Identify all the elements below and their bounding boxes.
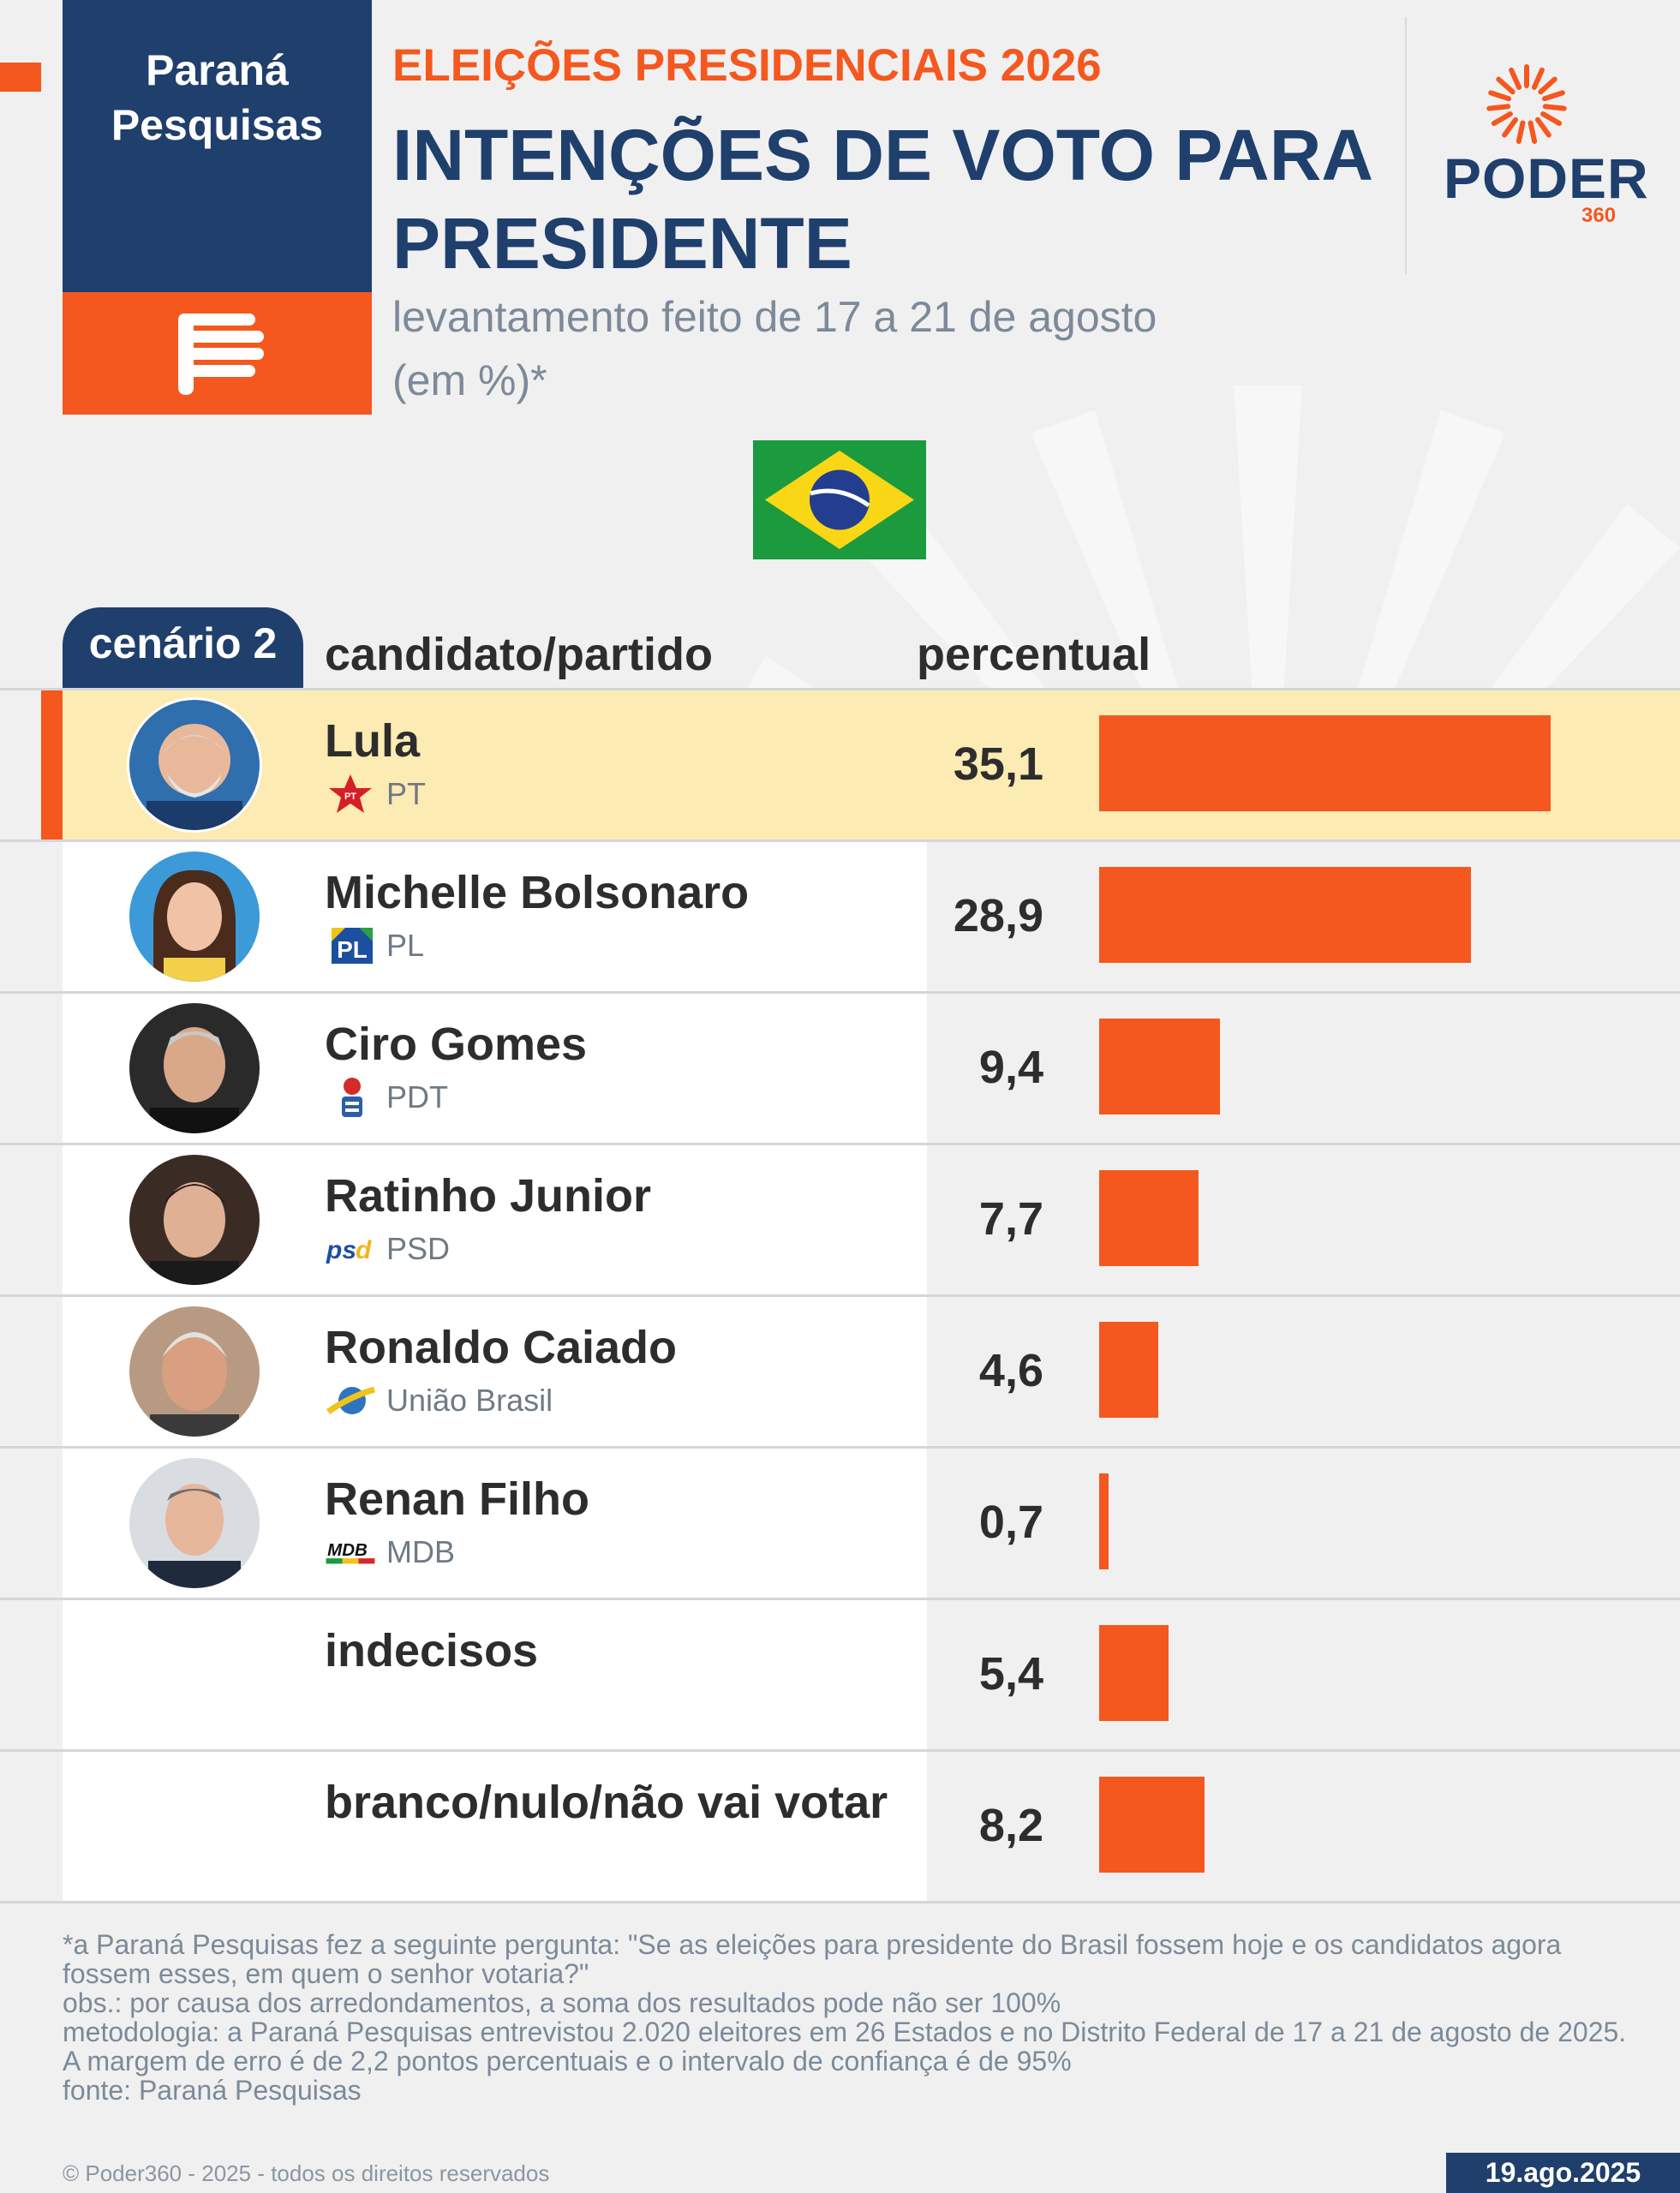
row-divider <box>0 840 1680 842</box>
value-zone <box>927 1752 1680 1901</box>
brand-block <box>63 0 372 292</box>
svg-text:d: d <box>356 1236 372 1264</box>
party-name: PL <box>386 928 425 963</box>
subtitle-line1: levantamento feito de 17 a 21 de agosto <box>392 293 1157 341</box>
party-line: PDT <box>325 1076 448 1119</box>
date-badge: 19.ago.2025 <box>1446 2153 1680 2193</box>
percent-label: 28,9 <box>953 890 1043 941</box>
candidate-name: branco/nulo/não vai votar <box>325 1777 888 1828</box>
bar <box>1099 1019 1220 1114</box>
pl-logo-icon: PL <box>325 924 376 967</box>
footnote-question: *a Paraná Pesquisas fez a seguinte pergu… <box>63 1929 1562 1989</box>
party-line: União Brasil <box>325 1379 553 1422</box>
row-divider <box>0 1294 1680 1297</box>
bar <box>1099 1170 1199 1266</box>
row-divider <box>0 1143 1680 1145</box>
percent-label: 8,2 <box>978 1800 1043 1851</box>
candidate-name: Ronaldo Caiado <box>325 1322 678 1373</box>
party-line: ps d PSD <box>325 1228 450 1270</box>
bar <box>1099 1473 1109 1569</box>
row-divider <box>0 1598 1680 1600</box>
percent-label: 0,7 <box>978 1497 1043 1548</box>
brand-name: Paraná Pesquisas <box>63 43 372 152</box>
percent-label: 7,7 <box>978 1193 1043 1245</box>
value-zone <box>927 1297 1680 1446</box>
value-zone <box>927 1600 1680 1749</box>
header-divider <box>1405 17 1407 274</box>
candidate-name: Renan Filho <box>325 1473 589 1525</box>
uniao-brasil-logo-icon <box>325 1379 376 1422</box>
value-zone <box>927 1449 1680 1598</box>
avatar-ciro-gomes <box>127 1001 262 1136</box>
bar <box>1099 1777 1205 1873</box>
avatar-ronaldo-caiado <box>127 1304 262 1439</box>
avatar-lula <box>127 697 262 833</box>
party-line: PT PT <box>325 773 426 816</box>
party-line: MDB MDB <box>325 1531 455 1574</box>
svg-text:MDB: MDB <box>327 1540 368 1560</box>
row-divider <box>0 1901 1680 1903</box>
avatar-michelle-bolsonaro <box>127 849 262 984</box>
footnote-rounding: obs.: por causa dos arredondamentos, a s… <box>63 1987 1061 2018</box>
column-header-percent: percentual <box>917 629 1151 680</box>
candidate-name: Lula <box>325 715 421 767</box>
orange-accent-tab <box>0 63 41 92</box>
poder360-sun-icon <box>1486 64 1567 145</box>
brazil-flag-icon <box>753 440 926 559</box>
avatar-ratinho-junior <box>127 1152 262 1288</box>
percent-label: 35,1 <box>953 738 1043 790</box>
column-header-candidate: candidato/partido <box>325 629 714 680</box>
bar <box>1099 715 1551 811</box>
party-name: PDT <box>386 1079 448 1114</box>
party-line: PL PL <box>325 924 424 967</box>
footnote-methodology: metodologia: a Paraná Pesquisas entrevis… <box>63 2017 1627 2076</box>
brand-name-line1: Paraná <box>146 46 289 94</box>
percent-label: 4,6 <box>978 1345 1043 1396</box>
party-name: PSD <box>386 1231 451 1266</box>
mdb-logo-icon: MDB <box>325 1531 376 1574</box>
pt-star-logo-icon: PT <box>325 773 376 816</box>
party-name: MDB <box>386 1534 455 1569</box>
footnote-source: fonte: Paraná Pesquisas <box>63 2075 362 2106</box>
footnotes: *a Paraná Pesquisas fez a seguinte pergu… <box>63 1930 1630 2105</box>
svg-text:PT: PT <box>344 792 356 802</box>
candidate-name: indecisos <box>325 1625 539 1676</box>
value-zone <box>927 994 1680 1143</box>
subtitle: levantamento feito de 17 a 21 de agosto … <box>392 285 1157 412</box>
percent-label: 9,4 <box>978 1042 1043 1093</box>
copyright: © Poder360 - 2025 - todos os direitos re… <box>63 2160 550 2186</box>
bar <box>1099 1625 1169 1721</box>
party-name: PT <box>386 776 427 811</box>
brand-name-line2: Pesquisas <box>111 101 324 149</box>
bar <box>1099 1322 1158 1418</box>
row-divider <box>0 991 1680 994</box>
percent-label: 5,4 <box>978 1648 1043 1700</box>
parana-pesquisas-logo-icon <box>178 314 264 395</box>
poder-logo-word: PODER <box>1444 146 1649 210</box>
candidate-name: Michelle Bolsonaro <box>325 867 750 918</box>
subtitle-line2: (em %)* <box>392 356 547 404</box>
avatar-renan-filho <box>127 1455 262 1591</box>
poder-logo-number: 360 <box>1581 204 1617 227</box>
candidate-name: Ciro Gomes <box>325 1019 588 1070</box>
bar <box>1099 867 1471 963</box>
brand-logo-block <box>63 292 372 415</box>
svg-text:PL: PL <box>337 936 368 963</box>
pdt-rose-logo-icon <box>325 1076 376 1119</box>
header-rule <box>0 688 1680 690</box>
scenario-tab: cenário 2 <box>63 607 303 688</box>
page-title: INTENÇÕES DE VOTO PARA PRESIDENTE <box>392 115 1371 284</box>
psd-logo-icon: ps d <box>325 1228 376 1270</box>
party-name: União Brasil <box>386 1383 553 1418</box>
value-zone <box>927 1145 1680 1294</box>
highlight-accent-bar <box>41 690 63 840</box>
candidate-name: Ratinho Junior <box>325 1170 651 1222</box>
row-divider <box>0 1446 1680 1449</box>
kicker: ELEIÇÕES PRESIDENCIAIS 2026 <box>392 40 1102 91</box>
svg-text:ps: ps <box>326 1236 356 1264</box>
row-divider <box>0 1749 1680 1752</box>
